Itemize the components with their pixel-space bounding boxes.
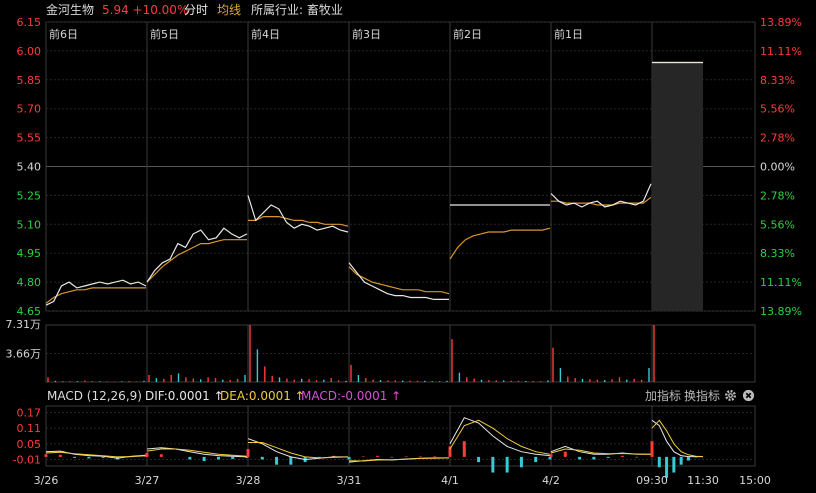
avg-line-day-4 xyxy=(449,227,551,260)
price-tick-label: 5.40 xyxy=(17,161,42,174)
price-tick-label: 5.10 xyxy=(17,218,42,231)
day-label: 前6日 xyxy=(49,27,78,41)
macd-tick-label: 0.11 xyxy=(17,422,42,435)
price-tick-label: 4.95 xyxy=(17,247,42,260)
stock-name[interactable]: 金河生物 xyxy=(46,3,95,17)
price-tick-label: 5.55 xyxy=(17,132,42,145)
macd-title[interactable]: MACD (12,26,9) xyxy=(47,389,142,403)
percent-tick-label: 2.78% xyxy=(760,132,795,145)
price-tick-label: 6.15 xyxy=(17,16,42,29)
avg-line-day-3 xyxy=(348,266,450,295)
dea-line xyxy=(248,442,349,459)
time-axis-label: 4/2 xyxy=(542,474,560,487)
day-label: 前3日 xyxy=(352,27,381,41)
stock-quote: 5.94 +10.00% xyxy=(102,3,189,17)
macd-dif-value: DIF:0.0001 ↑ xyxy=(145,389,224,403)
volume-tick-label: 7.31万 xyxy=(6,318,42,331)
dea-line xyxy=(45,451,147,458)
time-axis-label: 3/28 xyxy=(236,474,261,487)
percent-tick-label: 5.56% xyxy=(760,103,795,116)
day-label: 前2日 xyxy=(453,27,482,41)
avg-line-day-0 xyxy=(45,287,146,304)
percent-tick-label: 11.11% xyxy=(760,276,802,289)
dea-line xyxy=(348,457,450,462)
macd-dea-value: DEA:0.0001 ↑ xyxy=(220,389,305,403)
percent-tick-label: 13.89% xyxy=(760,305,802,318)
dea-line xyxy=(449,419,551,455)
avg-line-day-1 xyxy=(146,239,247,283)
price-line-day-2 xyxy=(247,195,349,233)
macd-tick-label: -0.01 xyxy=(13,453,41,466)
percent-tick-label: 5.56% xyxy=(760,218,795,231)
avg-line-day-2 xyxy=(248,216,349,227)
time-axis-label: 3/26 xyxy=(34,474,59,487)
day-label: 前5日 xyxy=(150,27,179,41)
time-axis-label: 4/1 xyxy=(441,474,459,487)
avg-line-day-5 xyxy=(551,196,652,206)
macd-tick-label: 0.17 xyxy=(17,407,42,420)
time-axis-label: 11:30 xyxy=(687,474,719,487)
macd-tick-label: 0.05 xyxy=(17,438,42,451)
price-line-day-1 xyxy=(146,227,248,283)
add-indicator-button[interactable]: 加指标 xyxy=(645,389,682,403)
macd-value: MACD:-0.0001 ↑ xyxy=(301,389,402,403)
dif-line xyxy=(651,419,703,458)
industry-label[interactable]: 所属行业: 畜牧业 xyxy=(251,3,343,17)
time-axis-label: 15:00 xyxy=(739,474,771,487)
tab-intraday[interactable]: 分时 xyxy=(184,3,209,17)
time-axis-label: 3/27 xyxy=(135,474,160,487)
percent-tick-label: 8.33% xyxy=(760,247,795,260)
switch-indicator-button[interactable]: 换指标 xyxy=(684,389,721,403)
price-tick-label: 5.85 xyxy=(17,74,42,87)
dif-line xyxy=(449,417,551,457)
today-area-fill xyxy=(652,62,703,312)
percent-tick-label: 2.78% xyxy=(760,189,795,202)
close-icon[interactable] xyxy=(742,389,755,402)
price-line-day-3 xyxy=(348,262,449,300)
gear-icon[interactable] xyxy=(724,389,737,402)
dea-line xyxy=(651,419,704,458)
dif-line xyxy=(146,447,248,458)
price-line-day-0 xyxy=(45,279,147,306)
volume-tick-label: 3.66万 xyxy=(6,348,42,361)
price-tick-label: 4.80 xyxy=(17,276,42,289)
price-tick-label: 5.25 xyxy=(17,189,42,202)
macd-panel-border xyxy=(45,405,756,467)
percent-tick-label: 11.11% xyxy=(760,45,802,58)
percent-tick-label: 8.33% xyxy=(760,74,795,87)
day-label: 前1日 xyxy=(554,27,583,41)
dea-line xyxy=(550,448,652,455)
dea-line xyxy=(146,448,248,457)
time-axis-label: 09:30 xyxy=(636,474,668,487)
percent-tick-label: 13.89% xyxy=(760,16,802,29)
header-bar: 金河生物 5.94 +10.00% 分时 均线 所属行业: 畜牧业 xyxy=(0,0,816,20)
price-tick-label: 5.70 xyxy=(17,103,42,116)
price-tick-label: 6.00 xyxy=(17,45,42,58)
tab-average-line[interactable]: 均线 xyxy=(217,3,242,17)
percent-tick-label: 0.00% xyxy=(760,161,795,174)
price-line-day-5 xyxy=(550,183,652,208)
time-axis-label: 3/31 xyxy=(337,474,362,487)
day-label: 前4日 xyxy=(251,27,280,41)
price-tick-label: 4.65 xyxy=(17,305,42,318)
macd-header: MACD (12,26,9) DIF:0.0001 ↑ DEA:0.0001 ↑… xyxy=(0,386,816,406)
